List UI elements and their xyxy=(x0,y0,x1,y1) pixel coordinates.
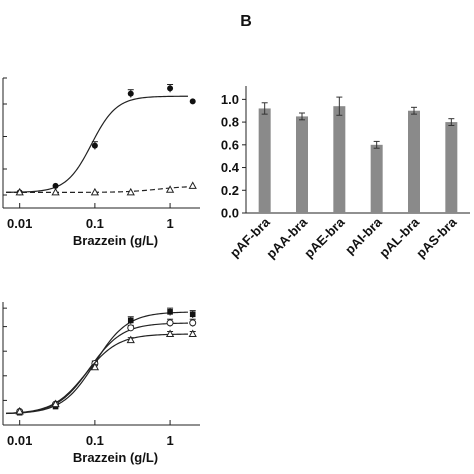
data-point xyxy=(166,319,174,327)
data-point xyxy=(188,181,197,189)
data-point xyxy=(90,362,100,371)
data-point xyxy=(90,187,100,196)
data-point xyxy=(126,335,135,344)
x-tick-label: 0.01 xyxy=(7,216,32,231)
x-tick-label: 1 xyxy=(166,216,173,231)
data-point xyxy=(167,309,173,315)
data-point xyxy=(127,90,134,97)
y-tick-label: 0.2 xyxy=(221,183,239,198)
dose-response-chart-top: 0.01 0.1 1 Brazzein (g/L) xyxy=(2,77,200,248)
y-tick-label: 0.8 xyxy=(221,115,239,130)
bar-pAA-bra xyxy=(296,116,308,213)
data-point xyxy=(189,98,196,105)
category-label: pAE-bra xyxy=(301,214,348,261)
data-point xyxy=(165,185,175,193)
x-tick-label: 0.01 xyxy=(7,433,32,448)
data-point xyxy=(51,399,60,408)
category-label: pAA-bra xyxy=(263,214,310,261)
data-point xyxy=(52,182,59,189)
y-tick-label: 0.4 xyxy=(221,160,240,175)
data-point xyxy=(127,324,135,332)
y-tick-label: 1.0 xyxy=(221,92,239,107)
x-axis-title: Brazzein (g/L) xyxy=(73,233,158,248)
data-point xyxy=(127,317,134,324)
fit-curve-0 xyxy=(6,95,188,193)
bar-pAL-bra xyxy=(408,110,420,213)
bar-pAI-bra xyxy=(370,144,383,213)
x-tick-label: 0.1 xyxy=(86,216,104,231)
data-point xyxy=(91,142,98,149)
y-tick-label: 0.6 xyxy=(221,137,239,152)
x-tick-label: 0.1 xyxy=(86,433,104,448)
data-point xyxy=(15,406,24,415)
dose-response-chart-bottom: 0.01 0.1 1 Brazzein (g/L) xyxy=(2,302,200,465)
category-label: pAS-bra xyxy=(413,214,460,261)
data-point xyxy=(188,329,197,337)
bar-chart-top-right: 0.00.20.40.60.81.0pAF-brapAA-brapAE-brap… xyxy=(221,86,470,261)
data-point xyxy=(51,187,60,196)
data-point xyxy=(126,187,135,196)
bar-pAS-bra xyxy=(445,122,458,213)
fit-curve-2 xyxy=(5,333,188,414)
data-point xyxy=(189,311,196,318)
bar-pAF-bra xyxy=(258,108,271,213)
data-point xyxy=(165,329,175,337)
panel-label-b: B xyxy=(240,13,252,30)
x-tick-label: 1 xyxy=(166,433,173,448)
bar-pAE-bra xyxy=(333,106,346,213)
y-tick-label: 0.0 xyxy=(221,206,239,221)
data-point xyxy=(189,319,197,327)
data-point xyxy=(15,187,24,196)
x-axis-title: Brazzein (g/L) xyxy=(73,450,158,465)
data-point xyxy=(167,85,174,92)
